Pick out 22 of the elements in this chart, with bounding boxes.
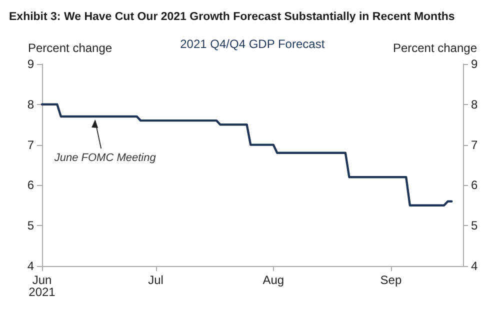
y2-tick-label: 4 (471, 259, 478, 273)
y-tick-label: 9 (27, 57, 34, 71)
x-tick-label: Aug (262, 273, 284, 287)
y2-axis-title: Percent change (392, 41, 478, 55)
y-tick-label: 5 (27, 218, 34, 233)
x-tick-label: Jun 2021 (28, 273, 56, 299)
y2-tick-label: 9 (471, 57, 478, 71)
line-series (40, 103, 453, 206)
y2-tick-label: 8 (471, 97, 478, 112)
x-tick-label: Sep (380, 273, 402, 287)
y-tick-label: 4 (27, 259, 34, 273)
y-tick-label: 7 (27, 138, 34, 152)
y2-tick-label: 6 (471, 178, 478, 192)
y-tick-label: 8 (27, 97, 34, 112)
y2-tick-label: 5 (471, 218, 478, 233)
annotation: June FOMC Meeting (53, 152, 157, 164)
x-tick-label: Jul (148, 273, 164, 287)
y-tick-label: 6 (27, 178, 34, 192)
y2-tick-label: 7 (471, 138, 478, 152)
text: 2021 Q4/Q4 GDP Forecast (180, 37, 326, 51)
chart-title: Exhibit 3: We Have Cut Our 2021 Growth Forecast Substantially in Recent Months (9, 11, 455, 23)
y-axis-title: Percent change (28, 41, 112, 55)
